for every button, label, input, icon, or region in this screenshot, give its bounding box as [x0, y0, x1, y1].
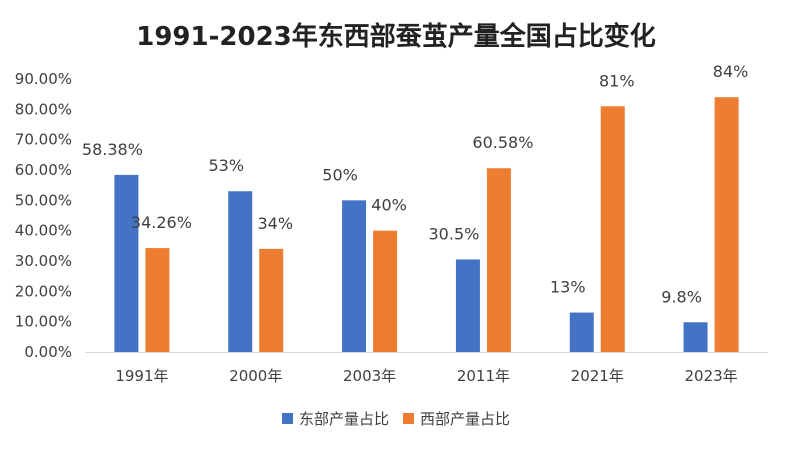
legend: 东部产量占比 西部产量占比 — [0, 408, 792, 429]
data-label-west: 84% — [713, 62, 749, 81]
data-label-east: 58.38% — [82, 140, 143, 159]
bar-east — [114, 174, 139, 352]
legend-item-west: 西部产量占比 — [403, 408, 510, 429]
bar-west — [145, 248, 170, 352]
legend-label-east: 东部产量占比 — [298, 410, 389, 428]
x-tick-label: 1991年 — [115, 367, 168, 385]
y-tick-label: 90.00% — [15, 70, 72, 88]
x-tick-label: 2011年 — [457, 367, 510, 385]
data-label-east: 53% — [208, 156, 244, 175]
y-tick-label: 80.00% — [15, 100, 72, 118]
bar-west — [714, 97, 739, 352]
bar-east — [569, 312, 594, 352]
legend-label-west: 西部产量占比 — [420, 410, 511, 428]
bar-east — [342, 200, 367, 352]
x-tick-label: 2003年 — [343, 367, 396, 385]
data-label-east: 50% — [322, 165, 358, 184]
bar-west — [373, 230, 398, 352]
y-tick-label: 0.00% — [24, 343, 72, 361]
y-tick-label: 10.00% — [15, 313, 72, 331]
data-label-east: 13% — [550, 278, 586, 297]
bar-east — [228, 191, 253, 352]
data-label-west: 40% — [371, 196, 407, 215]
data-label-west: 81% — [599, 71, 635, 90]
y-tick-label: 70.00% — [15, 131, 72, 149]
y-tick-label: 20.00% — [15, 282, 72, 300]
bar-east — [683, 322, 708, 352]
y-tick-label: 40.00% — [15, 222, 72, 240]
bar-east — [455, 259, 480, 352]
legend-item-east: 东部产量占比 — [281, 408, 389, 429]
y-tick-label: 50.00% — [15, 191, 72, 209]
data-label-east: 9.8% — [661, 287, 702, 306]
bar-west — [600, 106, 625, 352]
x-tick-label: 2021年 — [571, 367, 624, 385]
bar-west — [259, 248, 284, 352]
legend-swatch-east — [281, 413, 293, 424]
data-label-east: 30.5% — [429, 224, 480, 243]
legend-swatch-west — [403, 413, 414, 424]
bar-west — [486, 168, 511, 352]
x-tick-label: 2000年 — [229, 367, 282, 385]
data-label-west: 60.58% — [472, 133, 533, 152]
y-tick-label: 30.00% — [15, 252, 72, 270]
chart-title: 1991-2023年东西部蚕茧产量全国占比变化 — [136, 22, 656, 52]
data-label-west: 34% — [257, 214, 293, 233]
x-tick-label: 2023年 — [684, 367, 737, 385]
y-tick-label: 60.00% — [15, 161, 72, 179]
data-label-west: 34.26% — [131, 213, 192, 232]
